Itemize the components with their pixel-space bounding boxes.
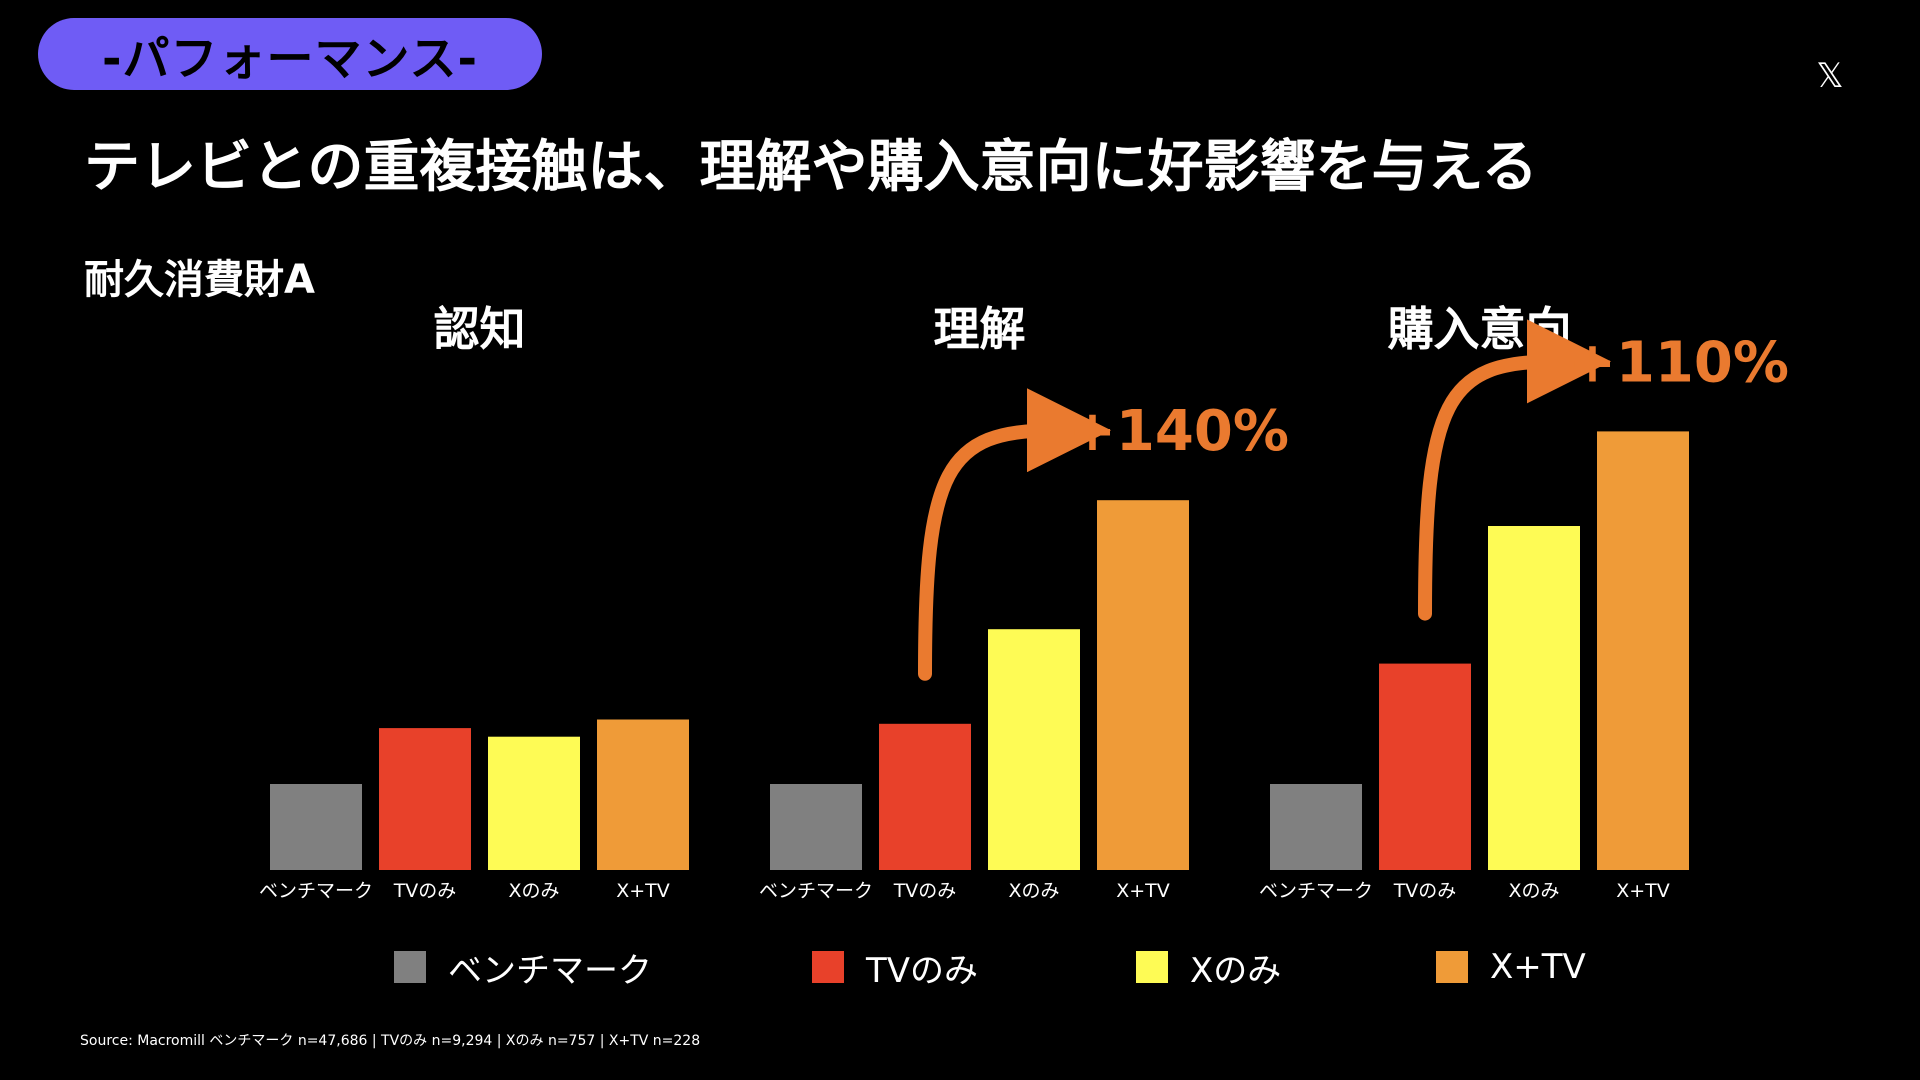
- legend-label-tv-only: TVのみ: [866, 950, 979, 991]
- bar-panel3-x-only: [1488, 526, 1580, 870]
- page-title: テレビとの重複接触は、理解や購入意向に好影響を与える: [84, 135, 1538, 200]
- tick-label-panel3-benchmark: ベンチマーク: [1259, 880, 1373, 902]
- legend-item-tv-only: TVのみ: [812, 945, 979, 991]
- growth-arrow-3: [1418, 319, 1611, 621]
- source-footnote: Source: Macromill ベンチマーク n=47,686 | TVのみ…: [80, 1033, 701, 1049]
- bar-panel2-x-only: [988, 629, 1080, 870]
- legend-label-x-only: Xのみ: [1190, 950, 1282, 991]
- legend-label-x-tv: X+TV: [1490, 947, 1586, 987]
- legend-swatch-tv-only: [812, 951, 844, 983]
- panel-title-1: 認知: [434, 302, 526, 356]
- bar-panel3-benchmark: [1270, 784, 1362, 870]
- bar-panel3-tv-only: [1379, 663, 1471, 870]
- legend-label-benchmark: ベンチマーク: [448, 950, 652, 991]
- bar-panel2-benchmark: [770, 784, 862, 870]
- growth-annotation-2: +140%: [1069, 399, 1289, 464]
- legend-item-x-only: Xのみ: [1136, 945, 1282, 991]
- panel-title-3: 購入意向: [1388, 302, 1572, 356]
- bar-panel2-tv-only: [879, 723, 971, 870]
- x-logo-icon: 𝕏: [1816, 56, 1844, 96]
- tick-label-panel2-tv-only: TVのみ: [893, 880, 957, 902]
- page-subtitle: 耐久消費財A: [84, 257, 315, 303]
- tick-label-panel2-x-tv: X+TV: [1116, 880, 1170, 902]
- bar-panel2-x-tv: [1097, 500, 1189, 870]
- tick-label-panel3-x-tv: X+TV: [1616, 880, 1670, 902]
- bar-panel1-x-only: [488, 736, 580, 870]
- bar-panel1-x-tv: [597, 719, 689, 870]
- section-label-pill: -パフォーマンス-: [38, 18, 542, 90]
- legend-swatch-x-only: [1136, 951, 1168, 983]
- panel-title-2: 理解: [934, 302, 1026, 356]
- tick-label-panel3-tv-only: TVのみ: [1393, 880, 1457, 902]
- tick-label-panel2-x-only: Xのみ: [1008, 880, 1059, 902]
- legend-item-benchmark: ベンチマーク: [394, 945, 652, 991]
- tick-label-panel1-tv-only: TVのみ: [393, 880, 457, 902]
- growth-annotation-3: +110%: [1569, 330, 1789, 395]
- growth-arrow-2: [918, 388, 1111, 681]
- tick-label-panel3-x-only: Xのみ: [1508, 880, 1559, 902]
- tick-label-panel1-benchmark: ベンチマーク: [259, 880, 373, 902]
- bar-panel3-x-tv: [1597, 431, 1689, 870]
- section-label: -パフォーマンス-: [101, 31, 479, 87]
- bar-panel1-tv-only: [379, 728, 471, 870]
- tick-label-panel2-benchmark: ベンチマーク: [759, 880, 873, 902]
- legend-swatch-x-tv: [1436, 951, 1468, 983]
- tick-label-panel1-x-only: Xのみ: [508, 880, 559, 902]
- legend-item-x-tv: X+TV: [1436, 945, 1586, 989]
- legend-swatch-benchmark: [394, 951, 426, 983]
- tick-label-panel1-x-tv: X+TV: [616, 880, 670, 902]
- bar-panel1-benchmark: [270, 784, 362, 870]
